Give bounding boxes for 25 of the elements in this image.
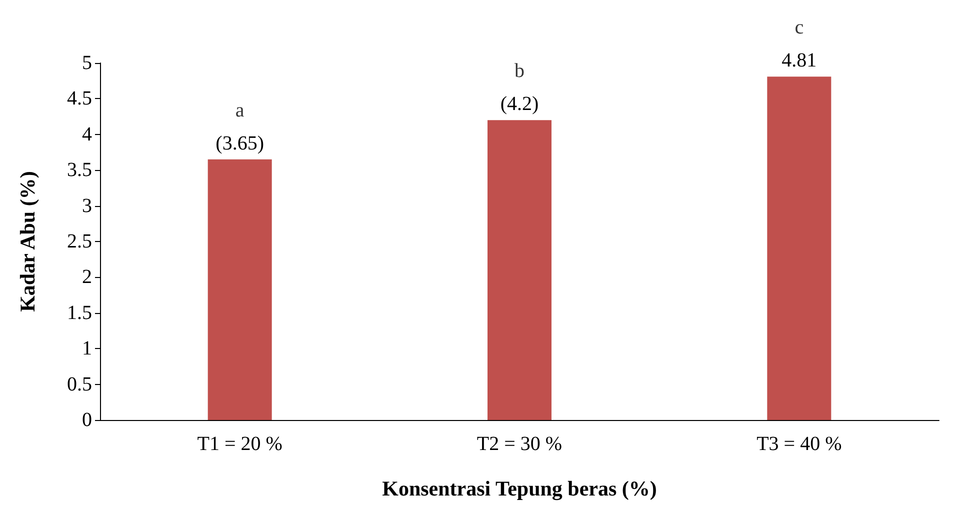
data-label: 4.81 <box>782 50 817 72</box>
x-tick-label: T3 = 40 % <box>756 433 842 455</box>
x-tick-label: T1 = 20 % <box>197 433 282 455</box>
y-tick-label: 0 <box>82 409 92 431</box>
y-tick-label: 1 <box>82 338 92 360</box>
bar <box>488 120 552 420</box>
y-tick-label: 4 <box>82 123 92 146</box>
bar <box>767 76 832 420</box>
y-tick-label: 5 <box>82 52 92 74</box>
x-axis-title: Konsentrasi Tepung beras (%) <box>382 476 657 500</box>
y-tick-label: 3 <box>82 194 92 217</box>
x-tick-label: T2 = 30 % <box>476 433 562 455</box>
bar <box>208 159 272 420</box>
y-tick-label: 2.5 <box>67 230 92 252</box>
y-tick-label: 3.5 <box>67 159 92 182</box>
y-axis-title: Kadar Abu (%) <box>16 171 40 312</box>
data-label: (3.65) <box>216 132 264 154</box>
y-tick-label: 2 <box>82 266 92 288</box>
annotation: c <box>794 16 804 39</box>
annotation: a <box>235 99 244 122</box>
data-label: (4.2) <box>500 93 539 116</box>
annotation: b <box>514 60 524 82</box>
y-tick-label: 0.5 <box>67 373 92 396</box>
y-tick-label: 4.5 <box>67 88 92 110</box>
y-tick-label: 1.5 <box>67 302 92 324</box>
